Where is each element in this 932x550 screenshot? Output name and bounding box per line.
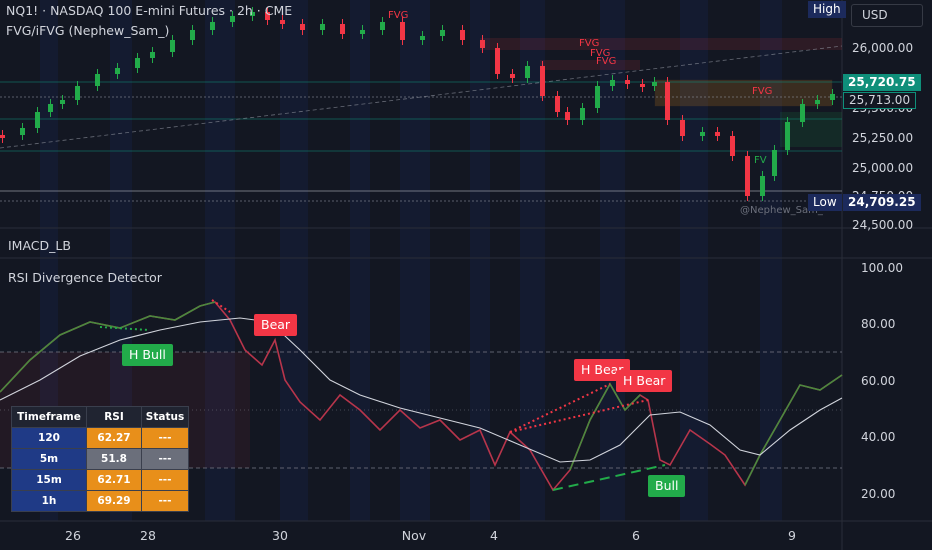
- x-label-26: 26: [65, 528, 81, 543]
- table-cell-timeframe: 15m: [11, 469, 87, 491]
- high-label: High: [808, 1, 846, 18]
- low-value-tag: 24,709.25: [843, 194, 921, 211]
- table-cell-status: ---: [141, 490, 189, 512]
- svg-text:FVG: FVG: [579, 38, 599, 49]
- signal-bull: Bull: [648, 475, 686, 497]
- svg-text:FVG: FVG: [752, 86, 772, 97]
- svg-text:FVG: FVG: [590, 48, 610, 59]
- x-label-6: 6: [632, 528, 640, 543]
- x-label-30: 30: [272, 528, 288, 543]
- table-cell-status: ---: [141, 448, 189, 470]
- table-cell-rsi: 69.29: [86, 490, 142, 512]
- table-header-status: Status: [141, 406, 189, 428]
- price-axis-tick: 24,500.00: [852, 218, 913, 232]
- rsi-axis-tick: 20.00: [861, 487, 895, 501]
- session-shading: [40, 0, 782, 521]
- table-cell-rsi: 51.8: [86, 448, 142, 470]
- svg-text:FVG: FVG: [388, 10, 408, 21]
- table-row: 1h 69.29 ---: [11, 490, 189, 512]
- chart-title: NQ1! · NASDAQ 100 E-mini Futures · 2h · …: [6, 3, 293, 18]
- table-cell-status: ---: [141, 427, 189, 449]
- secondary-price-tag: 25,713.00: [843, 92, 917, 109]
- low-label: Low: [808, 194, 842, 211]
- rsi-axis-tick: 100.00: [861, 261, 903, 275]
- rsi-axis-tick: 40.00: [861, 430, 895, 444]
- svg-text:FVG: FVG: [596, 56, 616, 67]
- table-cell-timeframe: 5m: [11, 448, 87, 470]
- signal-h-bull: H Bull: [122, 344, 173, 366]
- currency-button[interactable]: USD: [851, 4, 923, 27]
- rsi-title[interactable]: RSI Divergence Detector: [8, 270, 162, 285]
- table-cell-timeframe: 120: [11, 427, 87, 449]
- table-cell-timeframe: 1h: [11, 490, 87, 512]
- signal-h-bear-2: H Bear: [616, 370, 673, 392]
- macd-title[interactable]: IMACD_LB: [8, 238, 71, 253]
- x-label-9: 9: [788, 528, 796, 543]
- table-cell-rsi: 62.71: [86, 469, 142, 491]
- table-row: 15m 62.71 ---: [11, 469, 189, 491]
- table-header-rsi: RSI: [86, 406, 142, 428]
- x-label-nov: Nov: [401, 528, 427, 543]
- svg-text:FV: FV: [754, 155, 767, 166]
- signal-bear: Bear: [254, 314, 298, 336]
- price-axis-tick: 25,000.00: [852, 161, 913, 175]
- timeframe-table: Timeframe RSI Status 120 62.27 --- 5m 51.8 --…: [11, 406, 189, 512]
- table-header-timeframe: Timeframe: [11, 406, 87, 428]
- price-levels: [0, 45, 843, 202]
- rsi-axis-tick: 80.00: [861, 317, 895, 331]
- y-axis[interactable]: 26,000.0025,500.0025,250.0025,000.0024,7…: [852, 41, 913, 501]
- rsi-axis-tick: 60.00: [861, 374, 895, 388]
- table-row: 5m 51.8 ---: [11, 448, 189, 470]
- table-cell-status: ---: [141, 469, 189, 491]
- watermark: @Nephew_Sam_: [740, 205, 824, 216]
- x-label-4: 4: [490, 528, 498, 543]
- divergence-lines: [99, 299, 666, 491]
- indicator-title[interactable]: FVG/iFVG (Nephew_Sam_): [6, 23, 170, 38]
- table-cell-rsi: 62.27: [86, 427, 142, 449]
- table-row: 120 62.27 ---: [11, 427, 189, 449]
- x-label-28: 28: [140, 528, 156, 543]
- price-axis-tick: 26,000.00: [852, 41, 913, 55]
- price-axis-tick: 25,250.00: [852, 131, 913, 145]
- last-price-tag: 25,720.75: [843, 74, 921, 91]
- candles: [0, 7, 835, 201]
- fvg-zones: [480, 38, 842, 147]
